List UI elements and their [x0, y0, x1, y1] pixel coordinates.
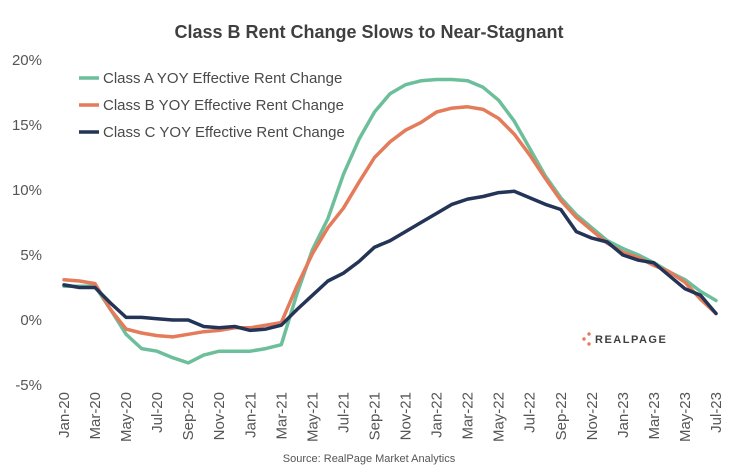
legend-label: Class C YOY Effective Rent Change	[103, 124, 345, 141]
x-tick-label: May-22	[491, 392, 508, 442]
realpage-logo-text: REALPAGE	[595, 334, 667, 346]
x-tick-label: Sep-22	[553, 392, 570, 440]
x-tick-label: Jan-23	[615, 392, 632, 438]
x-tick-label: Jul-22	[522, 392, 539, 433]
logo-dot	[587, 332, 591, 336]
y-tick-label: 0%	[20, 312, 42, 329]
legend: Class A YOY Effective Rent Change Class B…	[79, 70, 345, 141]
realpage-logo-icon	[582, 332, 591, 346]
x-tick-label: May-23	[677, 392, 694, 442]
x-tick-label: Jan-22	[429, 392, 446, 438]
x-tick-label: Nov-21	[398, 392, 415, 440]
x-tick-label: Mar-23	[646, 392, 663, 440]
legend-label: Class A YOY Effective Rent Change	[103, 70, 342, 87]
y-tick-label: 20%	[12, 52, 42, 69]
x-tick-label: Mar-20	[87, 392, 104, 440]
logo-dot	[587, 342, 591, 346]
logo-dot	[582, 337, 586, 341]
x-tick-label: Jan-21	[242, 392, 259, 438]
x-tick-label: May-21	[304, 392, 321, 442]
realpage-logo: REALPAGE	[582, 332, 667, 346]
chart-source: Source: RealPage Market Analytics	[283, 453, 456, 465]
y-tick-label: 15%	[12, 117, 42, 134]
series-line-class-b	[62, 105, 718, 339]
y-tick-label: -5%	[15, 377, 42, 394]
x-tick-label: Sep-20	[180, 392, 197, 440]
x-tick-label: Jul-20	[149, 392, 166, 433]
x-tick-label: May-20	[118, 392, 135, 442]
x-tick-label: Nov-20	[211, 392, 228, 440]
y-tick-label: 10%	[12, 182, 42, 199]
x-axis-ticks: Jan-20 Mar-20 May-20 Jul-20 Sep-20 Nov-20 Jan-…	[56, 392, 725, 442]
y-axis-ticks: -5% 0% 5% 10% 15% 20%	[12, 52, 42, 394]
x-tick-label: Mar-21	[273, 392, 290, 440]
x-tick-label: Mar-22	[460, 392, 477, 440]
x-tick-label: Nov-22	[584, 392, 601, 440]
chart-title: Class B Rent Change Slows to Near-Stagna…	[174, 22, 563, 42]
series-line-class-c	[62, 189, 718, 333]
series-lines	[62, 77, 718, 365]
x-tick-label: Sep-21	[366, 392, 383, 440]
x-tick-label: Jul-23	[708, 392, 725, 433]
x-tick-label: Jul-21	[335, 392, 352, 433]
y-tick-label: 5%	[20, 247, 42, 264]
x-tick-label: Jan-20	[56, 392, 73, 438]
legend-label: Class B YOY Effective Rent Change	[103, 97, 344, 114]
